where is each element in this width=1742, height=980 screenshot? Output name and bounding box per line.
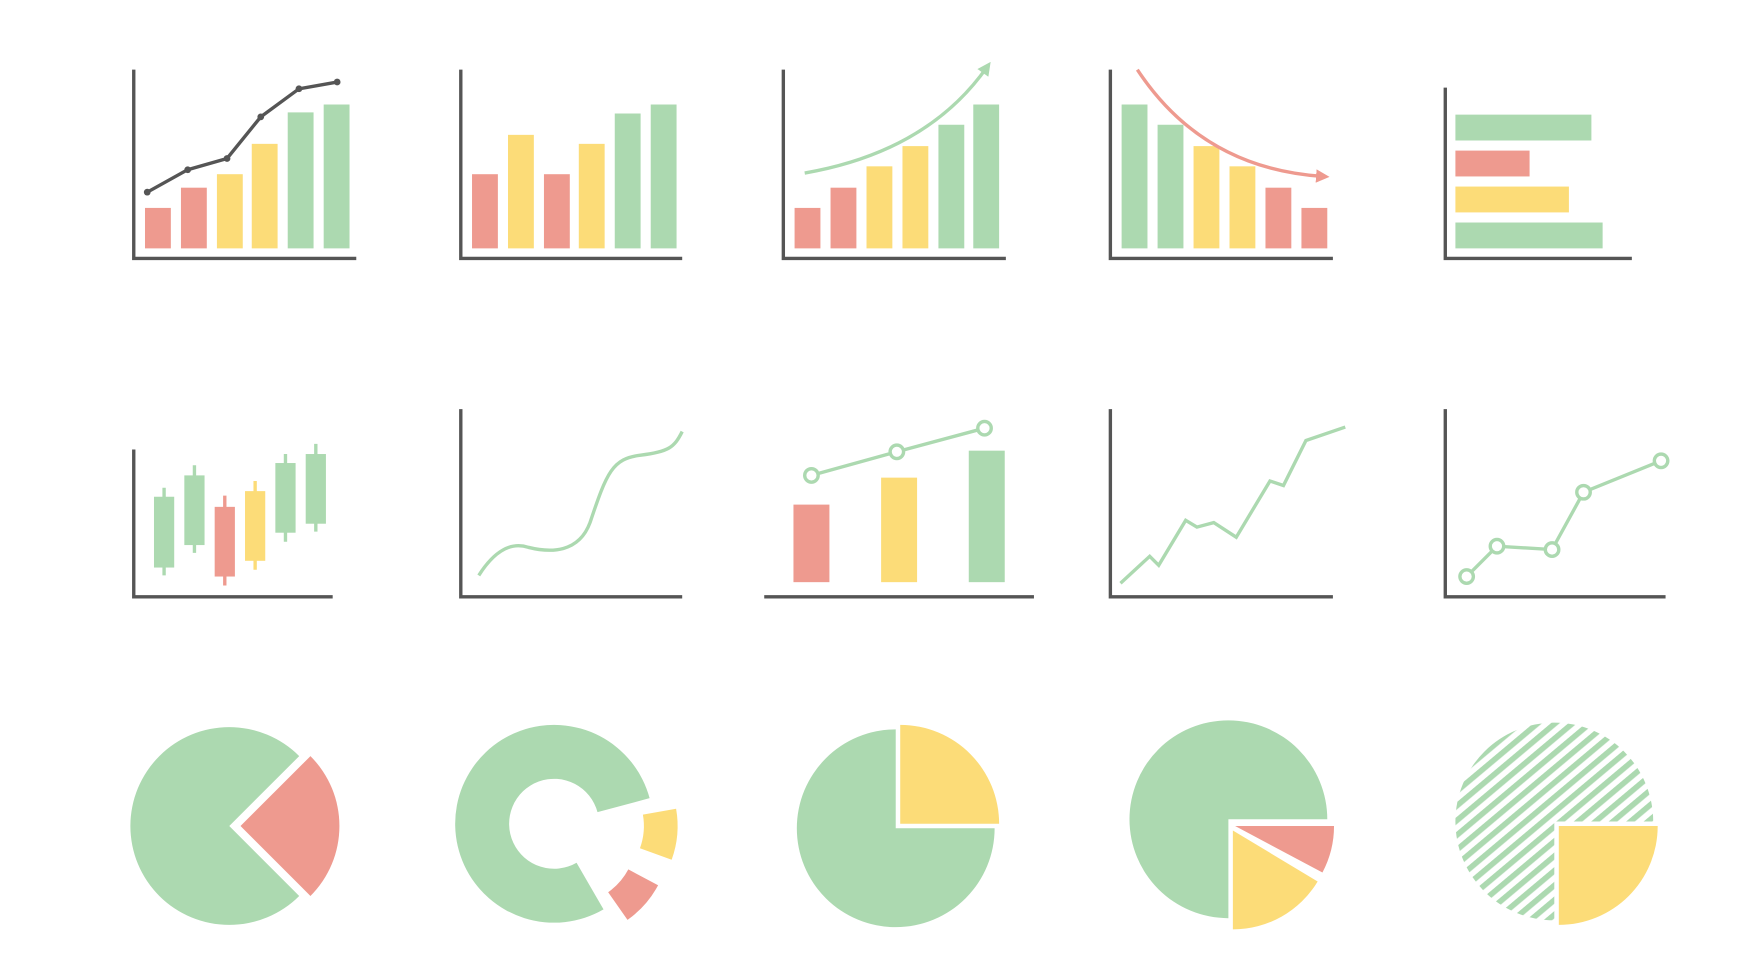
- bar: [1455, 186, 1569, 213]
- axis: [132, 69, 357, 261]
- bar: [973, 104, 1000, 249]
- exploded-donut-chart-icon: [455, 724, 678, 923]
- axis: [781, 69, 1006, 261]
- bar: [144, 207, 171, 249]
- zigzag-line-chart-icon: [1108, 409, 1346, 599]
- candle: [153, 487, 175, 576]
- pie-slice: [1232, 830, 1318, 930]
- trend-line: [146, 80, 338, 194]
- bar: [968, 450, 1005, 583]
- candle: [184, 465, 205, 553]
- candle: [275, 454, 296, 542]
- pie-slice: [639, 808, 678, 860]
- pie-slice: [1558, 826, 1658, 925]
- bar: [1265, 187, 1292, 249]
- axis: [459, 409, 683, 599]
- split-pie-chart-icon: [1129, 720, 1335, 930]
- bar: [323, 104, 350, 249]
- axis: [1108, 69, 1333, 261]
- bar: [866, 166, 893, 249]
- candle: [245, 481, 266, 570]
- bar: [1455, 222, 1603, 249]
- pie-slice: [1235, 826, 1335, 873]
- arrow-up-icon: [804, 61, 991, 175]
- bar: [1193, 146, 1220, 249]
- decline-bar-chart-arrow-icon: [1108, 68, 1333, 261]
- bar: [1157, 124, 1184, 249]
- bar: [650, 104, 677, 249]
- bar: [180, 187, 207, 249]
- bar: [1455, 114, 1592, 141]
- arrow-down-icon: [1135, 68, 1330, 183]
- hatched-pie-chart-icon: [1455, 722, 1658, 925]
- point-line-chart-icon: [1443, 409, 1670, 599]
- bar: [1229, 166, 1256, 249]
- pie-slice: [455, 724, 650, 923]
- growth-bar-chart-arrow-icon: [781, 61, 1006, 261]
- bar: [287, 112, 314, 249]
- bar-chart-with-points-icon: [764, 419, 1034, 599]
- pie-slice: [1455, 722, 1654, 921]
- candle: [305, 443, 326, 532]
- bar: [507, 134, 534, 249]
- pie-slice: [608, 869, 659, 920]
- bar: [902, 146, 929, 249]
- smooth-line-chart-icon: [459, 409, 684, 599]
- bar: [472, 174, 498, 249]
- bar: [216, 174, 243, 249]
- bar: [251, 143, 278, 249]
- pie-slice: [900, 724, 1000, 824]
- candle: [214, 495, 235, 586]
- bar: [1121, 104, 1148, 249]
- candlestick-chart-icon: [132, 443, 333, 599]
- exploded-pie-chart-icon: [130, 727, 340, 925]
- points: [1458, 452, 1670, 585]
- axis: [1443, 409, 1666, 599]
- pie-slice: [1129, 720, 1328, 919]
- bar: [1455, 150, 1530, 177]
- axis: [132, 449, 333, 599]
- axis: [459, 69, 683, 261]
- line: [477, 430, 684, 577]
- pie-slice: [796, 729, 995, 928]
- trend-points: [143, 78, 341, 196]
- bar: [794, 207, 821, 249]
- bar-chart-with-trend-line-icon: [132, 69, 357, 261]
- pie-slice: [130, 727, 300, 925]
- axis: [1108, 409, 1333, 599]
- quarter-pie-chart-icon: [796, 724, 1000, 928]
- bar: [830, 187, 857, 249]
- line: [1465, 459, 1662, 578]
- bar: [881, 477, 918, 583]
- bar: [793, 504, 830, 583]
- bar-chart-icon: [459, 69, 683, 261]
- horizontal-bar-chart-icon: [1443, 87, 1632, 261]
- bar: [614, 113, 641, 249]
- points: [803, 419, 993, 484]
- bar: [578, 143, 605, 249]
- line: [1119, 425, 1346, 585]
- bar: [543, 174, 570, 249]
- axis: [1443, 87, 1632, 261]
- bar: [938, 124, 965, 249]
- bar: [1301, 207, 1328, 249]
- pie-slice: [240, 756, 340, 896]
